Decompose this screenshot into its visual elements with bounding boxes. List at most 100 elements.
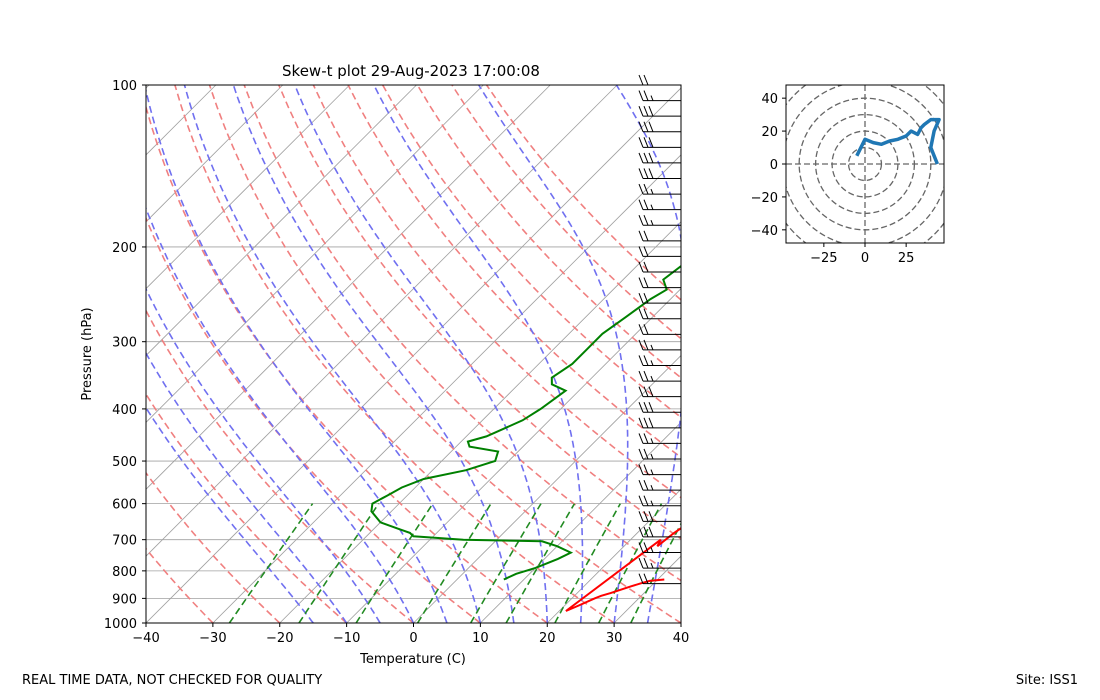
isotherm-line (546, 488, 681, 623)
adiabat-lines (146, 85, 681, 623)
moist-adiabat (183, 85, 482, 623)
wind-barb (638, 261, 681, 273)
wind-barb (638, 433, 681, 444)
mixing-ratio-line (355, 503, 434, 623)
wind-barb (638, 402, 681, 413)
barb-flag (638, 557, 644, 569)
wind-barb (638, 90, 681, 102)
barb-flag (638, 215, 644, 226)
hodograph-y-tick-label: 20 (761, 125, 778, 140)
x-tick-labels: −40 −30 −20 −10 0 10 20 30 40 (132, 623, 689, 646)
mixing-ratio-line (597, 503, 663, 623)
barb-flag (643, 324, 649, 335)
isotherm-line (146, 85, 417, 357)
wind-barb (638, 292, 681, 304)
wind-barb (638, 152, 681, 164)
hodograph-chart: −25 0 25 −40 −20 0 20 40 (751, 84, 945, 266)
barb-flag (643, 557, 649, 569)
barb-flag (638, 324, 644, 335)
hodograph-x-tick-label: 25 (898, 251, 915, 266)
barb-flag (643, 308, 649, 319)
x-tick-label: 10 (472, 631, 489, 646)
barb-flag (638, 308, 644, 319)
barb-flag (638, 433, 644, 444)
dry-adiabat (146, 309, 414, 623)
wind-barb (638, 121, 681, 133)
wind-barb (638, 464, 681, 476)
dry-adiabat (243, 85, 681, 582)
isotherm-line (279, 221, 681, 623)
barb-flag (638, 121, 644, 132)
y-tick-labels: 100 200 300 400 500 600 700 800 900 1000 (104, 79, 146, 632)
x-tick-label: −30 (199, 631, 226, 646)
barb-flag (638, 402, 644, 413)
hodograph-x-tick-label: 0 (861, 251, 869, 266)
barb-flag (643, 74, 649, 86)
barb-flag (638, 479, 644, 491)
barb-flag (638, 90, 644, 101)
barb-flag (638, 230, 644, 242)
barb-flag (643, 448, 649, 460)
wind-barb (638, 215, 681, 226)
barb-flag (643, 90, 649, 101)
wind-barb (638, 573, 681, 585)
y-tick-label: 500 (112, 455, 137, 470)
barb-flag (643, 386, 649, 397)
barb-flag (638, 168, 644, 179)
isotherm-line (146, 85, 484, 423)
hodograph-ring (831, 130, 899, 198)
y-tick-label: 100 (112, 79, 137, 94)
temperature-trace (565, 527, 681, 612)
barb-flag (643, 137, 649, 148)
hodograph-trace (855, 117, 941, 165)
moist-adiabat (146, 406, 314, 623)
moist-adiabat (146, 287, 381, 623)
barb-half (650, 547, 654, 553)
x-tick-label: 0 (409, 631, 417, 646)
y-axis-label: Pressure (hPa) (80, 307, 95, 400)
quality-disclaimer: REAL TIME DATA, NOT CHECKED FOR QUALITY (22, 673, 323, 688)
barb-flag (638, 495, 644, 506)
isotherm-line (146, 85, 217, 156)
barb-flag (638, 105, 644, 117)
barb-flag (643, 199, 649, 210)
moist-adiabat (146, 87, 448, 623)
barb-flag (638, 74, 644, 86)
barb-half (650, 438, 654, 444)
isotherm-line (146, 85, 350, 290)
y-tick-label: 900 (112, 592, 137, 607)
moist-adiabat (478, 85, 629, 623)
barb-half (650, 95, 654, 101)
wind-barb (638, 448, 681, 460)
isotherm-line (680, 622, 681, 623)
barb-flag (638, 277, 644, 288)
moist-adiabat (146, 351, 348, 623)
wind-barb (638, 355, 681, 366)
moist-adiabat (146, 206, 415, 623)
x-tick-label: 40 (673, 631, 690, 646)
barb-flag (643, 495, 649, 506)
barb-flag (648, 168, 654, 179)
isotherm-line (413, 354, 681, 623)
barb-flag (638, 183, 644, 195)
wind-barb (638, 479, 681, 491)
wind-barb (638, 168, 681, 179)
hodograph-y-tick-label: −40 (751, 224, 778, 239)
wind-barb (638, 246, 681, 257)
dry-adiabat (146, 392, 348, 623)
barb-flag (648, 121, 654, 132)
barb-flag (648, 417, 654, 429)
barb-flag (638, 339, 644, 351)
chart-title: Skew-t plot 29-Aug-2023 17:00:08 (282, 62, 540, 80)
barb-flag (648, 402, 654, 413)
dry-adiabat (451, 85, 681, 340)
barb-flag (643, 230, 649, 242)
dry-adiabat (208, 85, 681, 623)
wind-barb (638, 370, 681, 382)
barb-half (650, 562, 654, 569)
isotherm-line (146, 87, 681, 623)
barb-flag (643, 261, 649, 273)
wind-barb (638, 495, 681, 507)
barb-flag (648, 511, 654, 522)
hodograph-ring (814, 113, 916, 215)
